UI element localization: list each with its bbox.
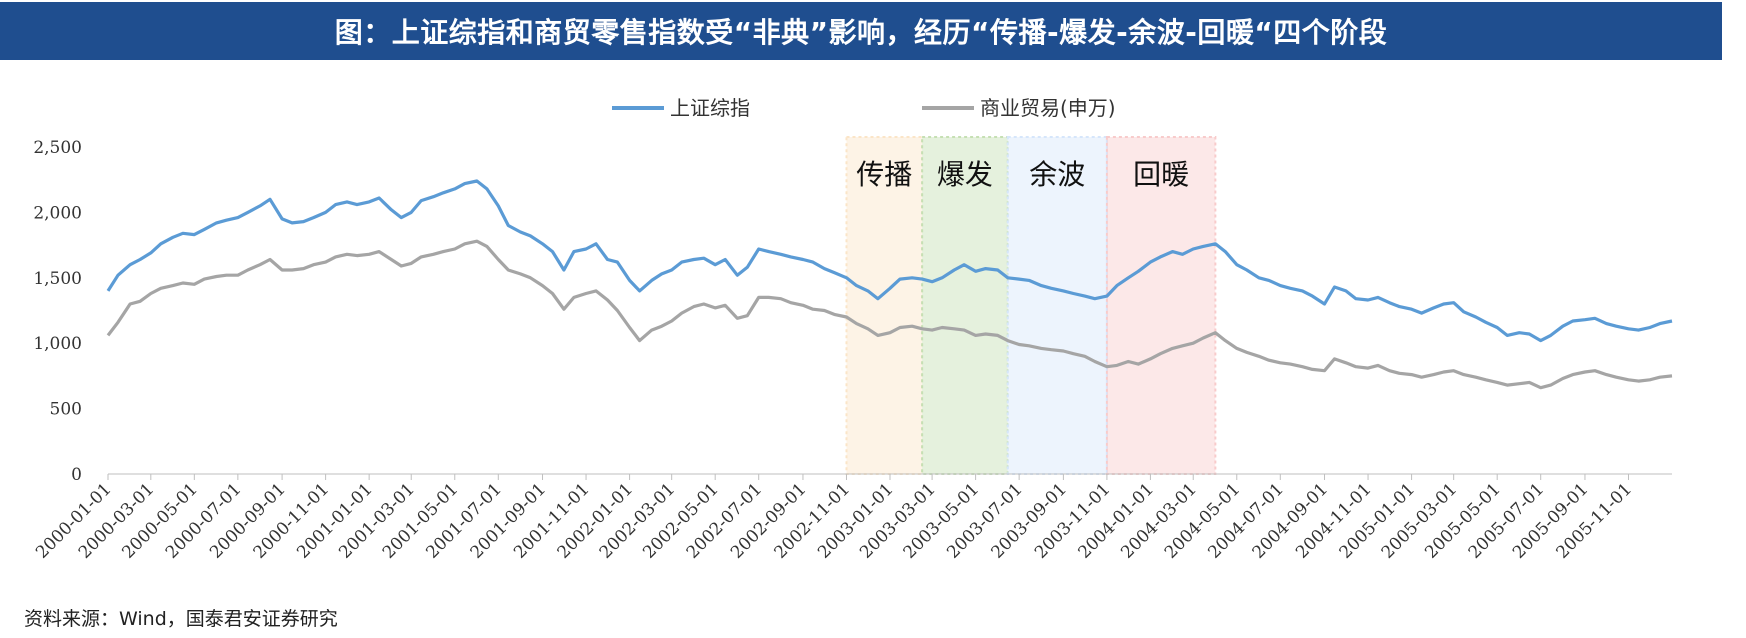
chart-area: 传播 爆发 余波 回暖 0 500 1,000 1,500 2,000 2,500 2000-01-… <box>0 62 1746 602</box>
legend-label: 商业贸易(申万) <box>980 96 1116 120</box>
series-line-2 <box>106 239 1673 390</box>
y-tick-label: 2,500 <box>33 138 82 158</box>
series-line-1 <box>106 179 1673 343</box>
y-tick-label: 1,500 <box>33 269 82 289</box>
line-chart: 传播 爆发 余波 回暖05001,0001,5002,0002,5002000-01-… <box>32 96 1673 563</box>
stage-band <box>1006 136 1108 475</box>
y-tick-label: 500 <box>50 400 82 420</box>
y-tick-label: 2,000 <box>33 203 82 223</box>
stage-label: 爆发 <box>937 158 993 191</box>
legend-label: 上证综指 <box>670 96 750 120</box>
stage-label: 回暖 <box>1133 158 1189 191</box>
stage-band <box>921 136 1009 475</box>
stage-band <box>1105 136 1217 475</box>
stage-label: 传播 <box>856 158 912 191</box>
stage-label: 余波 <box>1029 158 1085 191</box>
y-tick-label: 1,000 <box>33 334 82 354</box>
stage-band <box>845 136 924 475</box>
y-tick-label: 0 <box>71 465 82 485</box>
chart-title: 图：上证综指和商贸零售指数受“非典”影响，经历“传播-爆发-余波-回暖“四个阶段 <box>0 2 1722 60</box>
source-note: 资料来源：Wind，国泰君安证券研究 <box>24 608 338 630</box>
